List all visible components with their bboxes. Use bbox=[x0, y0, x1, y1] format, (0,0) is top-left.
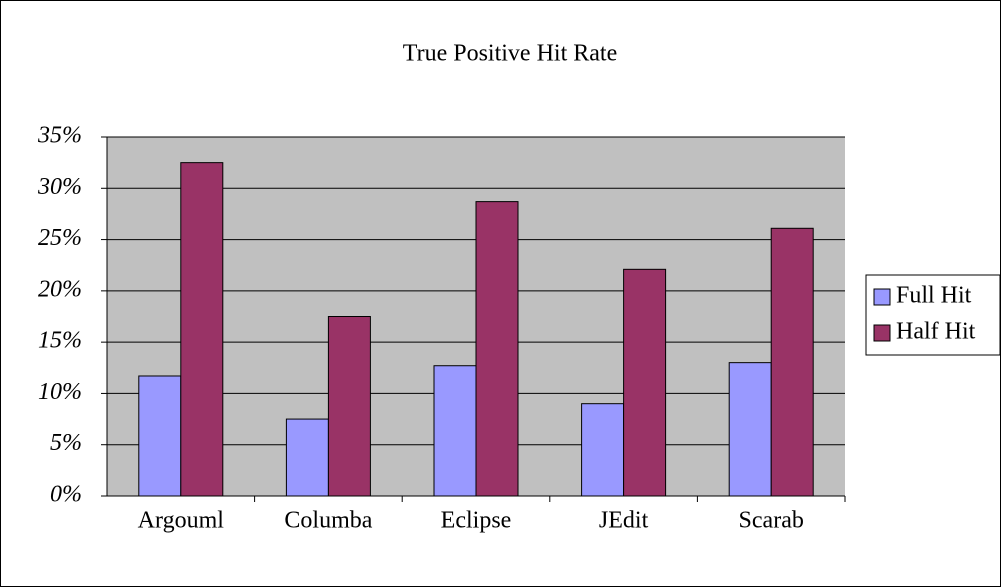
legend-label: Full Hit bbox=[896, 283, 972, 309]
y-tick-label: 10% bbox=[38, 379, 82, 405]
y-tick-label: 0% bbox=[50, 482, 82, 508]
legend-box bbox=[865, 274, 1001, 356]
bar bbox=[770, 227, 814, 497]
bar bbox=[433, 365, 477, 497]
bar bbox=[180, 162, 224, 497]
y-tick-label: 35% bbox=[37, 123, 82, 149]
x-tick-label: Columba bbox=[284, 508, 372, 534]
bar bbox=[728, 362, 772, 497]
legend-swatch bbox=[873, 324, 891, 342]
bar bbox=[581, 403, 625, 497]
bar bbox=[475, 201, 519, 497]
y-tick-label: 20% bbox=[38, 276, 82, 302]
x-tick-label: Eclipse bbox=[441, 508, 512, 534]
x-tick-label: Scarab bbox=[739, 508, 804, 534]
bar bbox=[138, 375, 182, 497]
y-tick-label: 30% bbox=[37, 174, 82, 200]
x-tick-label: Argouml bbox=[138, 508, 225, 534]
legend-swatch bbox=[873, 288, 891, 306]
y-tick-label: 25% bbox=[38, 225, 82, 251]
legend-label: Half Hit bbox=[896, 319, 976, 345]
bar bbox=[327, 316, 371, 497]
bar bbox=[285, 418, 329, 497]
bar bbox=[623, 268, 667, 497]
y-tick-label: 5% bbox=[50, 430, 82, 456]
x-tick-label: JEdit bbox=[599, 508, 649, 534]
y-tick-label: 15% bbox=[38, 328, 82, 354]
chart-title: True Positive Hit Rate bbox=[403, 41, 617, 67]
